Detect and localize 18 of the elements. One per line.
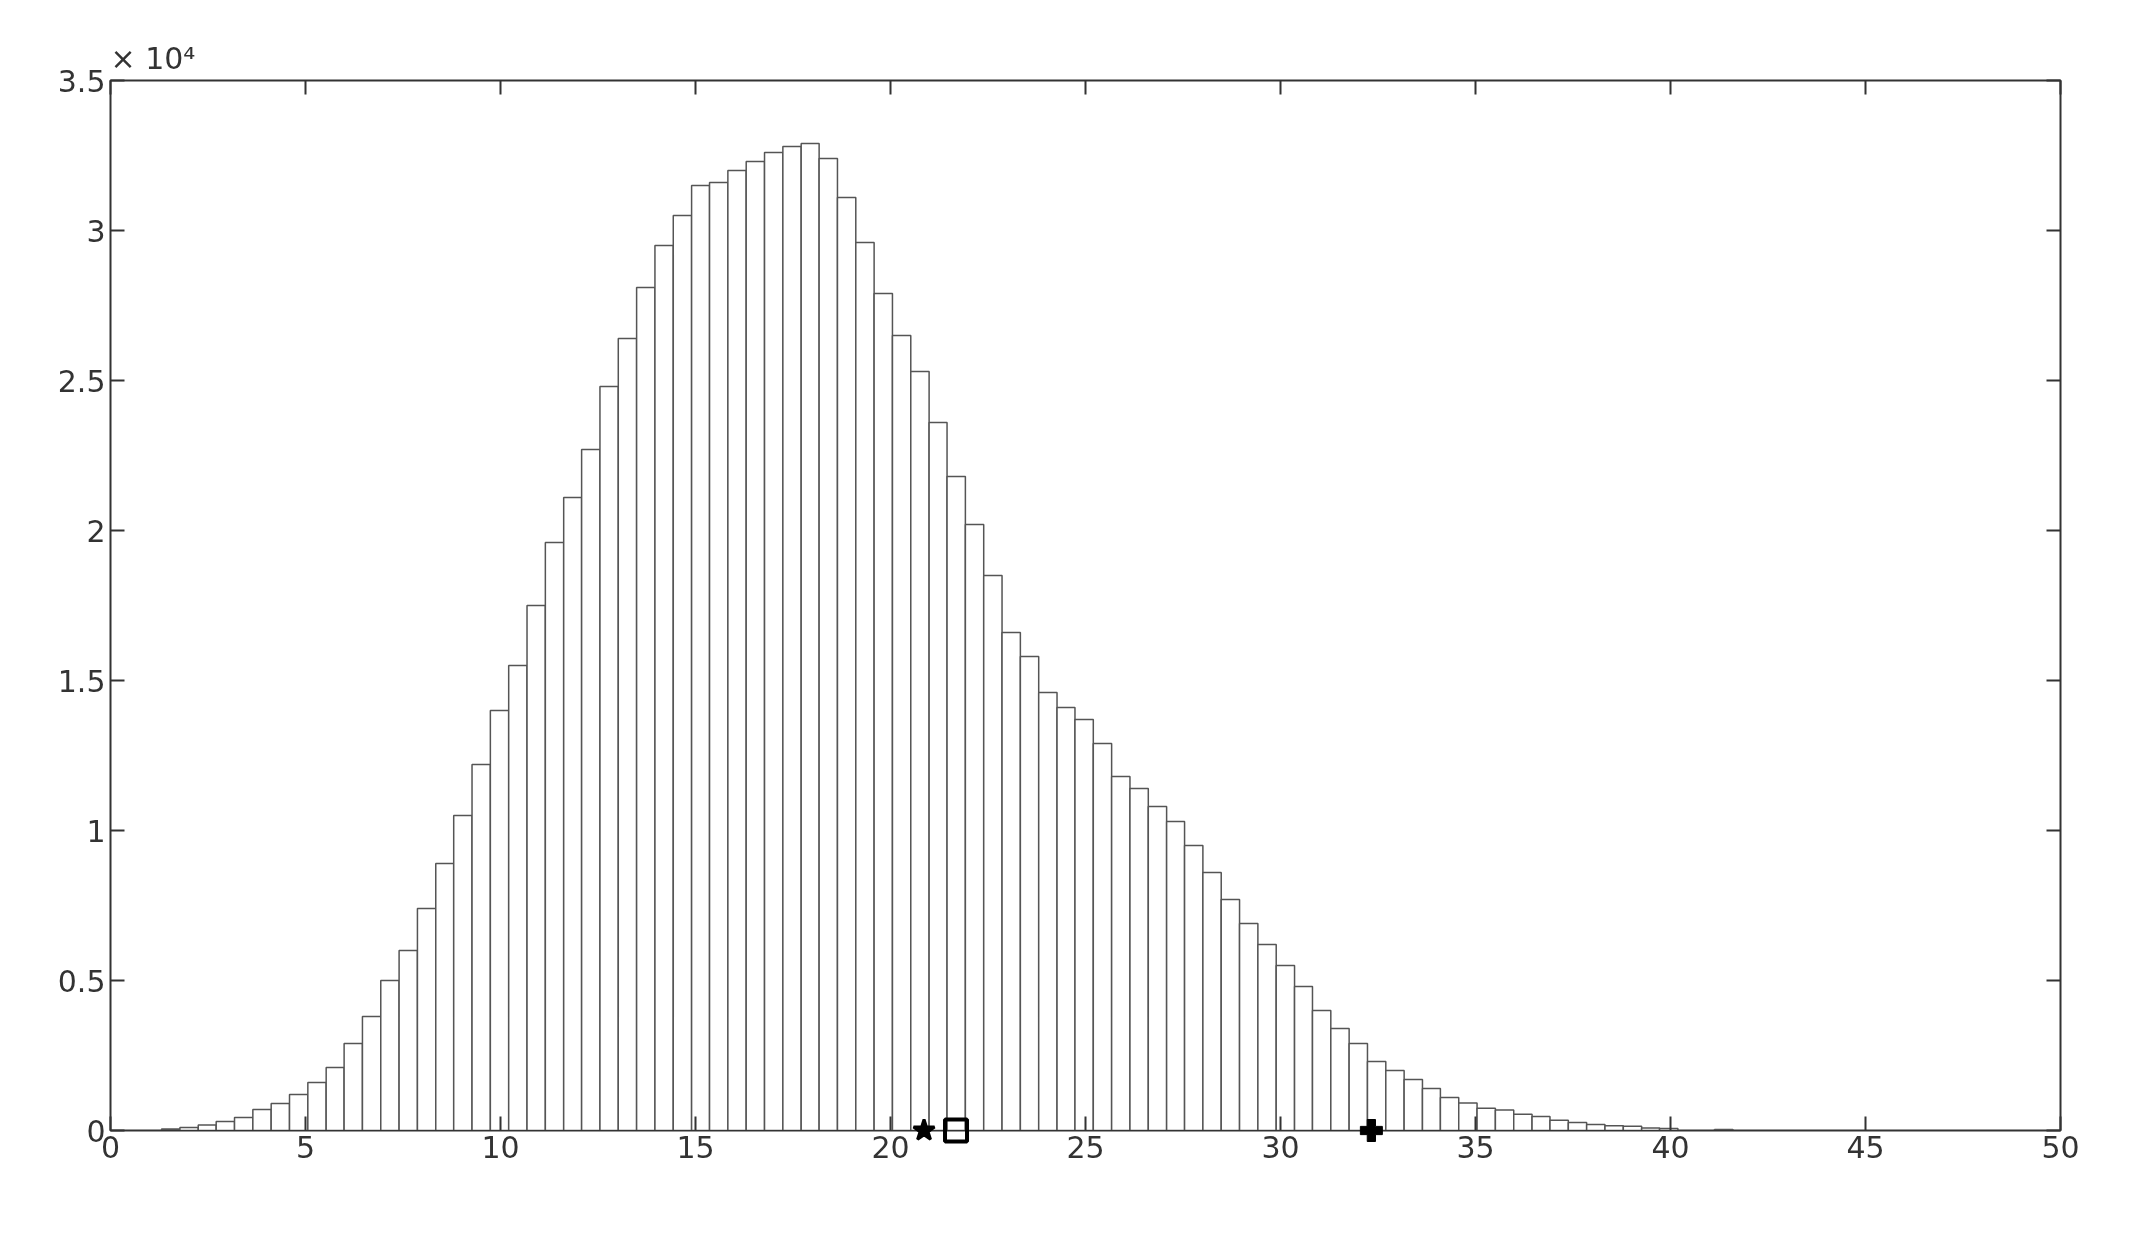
y-tick-label: 1	[86, 813, 106, 849]
y-tick-label: 0.5	[57, 963, 106, 999]
x-tick-label: 30	[1261, 1129, 1300, 1165]
x-tick-label: 35	[1456, 1129, 1495, 1165]
x-tick-label: 5	[295, 1129, 316, 1165]
x-tick-label: 40	[1651, 1129, 1690, 1165]
y-tick-label: 3.5	[57, 63, 106, 99]
x-tick-label: 25	[1066, 1129, 1105, 1165]
y-tick-label: 3	[86, 213, 106, 249]
text: × 10⁴	[110, 40, 196, 76]
x-tick-label: 20	[871, 1129, 910, 1165]
x-tick-label: 15	[676, 1129, 715, 1165]
y-tick-label: 2.5	[57, 363, 106, 399]
y-tick-label: 1.5	[57, 663, 106, 699]
x-tick-label: 45	[1846, 1129, 1885, 1165]
x-tick-label: 10	[481, 1129, 520, 1165]
y-tick-label: 2	[86, 513, 106, 549]
x-tick-label: 50	[2041, 1129, 2080, 1165]
